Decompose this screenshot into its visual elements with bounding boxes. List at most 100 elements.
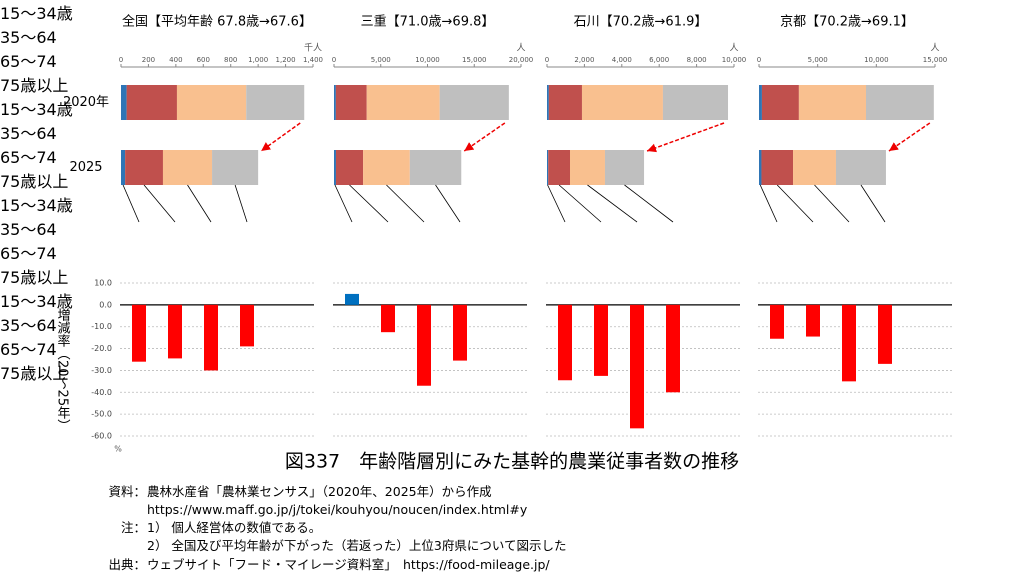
bar-segment <box>793 150 836 185</box>
x-tick-label: 1,400 <box>303 56 323 64</box>
x-tick-label: 0 <box>119 56 123 64</box>
bar-segment <box>570 150 605 185</box>
bar-segment <box>759 150 762 185</box>
x-tick-label: 600 <box>197 56 210 64</box>
series-label: 65～74 <box>0 148 57 167</box>
y-tick-label: -20.0 <box>91 344 112 353</box>
label-leader <box>349 184 389 223</box>
x-tick-label: 0 <box>332 56 336 64</box>
label-leader <box>187 184 212 223</box>
notes-label: 注： <box>120 520 146 535</box>
series-label: 75歳以上 <box>0 76 69 95</box>
y-tick-label: -10.0 <box>91 322 112 331</box>
label-leader <box>334 184 353 223</box>
bar <box>240 304 254 347</box>
x-tick-label: 15,000 <box>923 56 948 64</box>
bar-segment <box>121 85 127 120</box>
unit-label: 人 <box>729 43 738 54</box>
row-label: 2020年 <box>63 95 109 110</box>
series-label: 35～64 <box>0 220 57 239</box>
y-tick-label: -50.0 <box>91 410 112 419</box>
x-tick-label: 4,000 <box>612 56 632 64</box>
x-tick-label: 1,000 <box>248 56 268 64</box>
bar-segment <box>125 150 163 185</box>
source-url: https://www.maff.go.jp/j/tokei/kouhyou/n… <box>147 502 528 517</box>
series-label: 65～74 <box>0 52 57 71</box>
credit-label: 出典： <box>108 557 146 572</box>
bar <box>630 304 644 429</box>
bar <box>417 304 431 386</box>
panel-title: 三重【71.0歳→69.8】 <box>361 14 495 30</box>
y-tick-label: -30.0 <box>91 366 112 375</box>
label-leader <box>143 184 176 223</box>
series-label: 75歳以上 <box>0 268 69 287</box>
y-tick-label: -40.0 <box>91 388 112 397</box>
unit-label: 人 <box>930 43 939 54</box>
panel-title: 石川【70.2歳→61.9】 <box>574 15 708 30</box>
x-tick-label: 0 <box>545 56 549 64</box>
y-tick-label: 10.0 <box>94 279 112 288</box>
x-tick-label: 10,000 <box>864 56 889 64</box>
series-label: 35～64 <box>0 28 57 47</box>
x-tick-label: 400 <box>169 56 182 64</box>
bar <box>878 304 892 364</box>
bar-segment <box>662 85 729 120</box>
x-tick-label: 10,000 <box>722 56 747 64</box>
x-tick-label: 1,200 <box>276 56 296 64</box>
series-label: 15～34歳 <box>0 100 73 119</box>
bar-segment <box>162 150 213 185</box>
bar-segment <box>439 85 509 120</box>
bar-segment <box>761 150 794 185</box>
bar-segment <box>759 85 762 120</box>
bar <box>770 304 784 339</box>
change-arrow <box>888 122 931 152</box>
x-tick-label: 5,000 <box>371 56 391 64</box>
unit-label: 千人 <box>304 43 322 54</box>
bar-segment <box>335 150 364 185</box>
x-tick-label: 2,000 <box>574 56 594 64</box>
change-arrow <box>463 122 506 152</box>
x-tick-label: 200 <box>142 56 155 64</box>
bar-segment <box>366 85 440 120</box>
note: 1） 個人経営体の数値である。 <box>147 520 322 535</box>
bar-segment <box>246 85 305 120</box>
label-leader <box>814 184 850 223</box>
bar-segment <box>548 150 571 185</box>
y-tick-label: -60.0 <box>91 432 112 441</box>
bar-segment <box>121 150 126 185</box>
bar <box>132 304 146 362</box>
bar-segment <box>761 85 799 120</box>
unit-label: 人 <box>516 43 525 54</box>
y-axis-label: 増減率（20～25年） <box>55 308 71 432</box>
bar-segment <box>363 150 410 185</box>
x-tick-label: 10,000 <box>415 56 440 64</box>
panel-title: 全国【平均年齢 67.8歳→67.6】 <box>122 14 312 30</box>
bar-segment <box>866 85 934 120</box>
series-label: 15～34歳 <box>0 4 73 23</box>
row-label: 2025 <box>69 160 102 175</box>
x-tick-label: 8,000 <box>687 56 707 64</box>
panel-title: 京都【70.2歳→69.1】 <box>780 15 914 30</box>
label-leader <box>435 184 461 223</box>
bar <box>842 304 856 382</box>
bar-segment <box>547 150 549 185</box>
label-leader <box>860 184 886 223</box>
x-tick-label: 20,000 <box>509 56 534 64</box>
series-label: 15～34歳 <box>0 292 73 311</box>
bar <box>806 304 820 337</box>
y-tick-label: 0.0 <box>99 300 112 309</box>
source-text: 農林水産省「農林業センサス」（2020年、2025年）から作成 <box>147 484 492 499</box>
bar <box>666 304 680 393</box>
bar <box>345 293 359 305</box>
series-label: 35～64 <box>0 124 57 143</box>
bar-segment <box>798 85 867 120</box>
series-label: 75歳以上 <box>0 172 69 191</box>
bar <box>558 304 572 381</box>
series-label: 65～74 <box>0 340 57 359</box>
unit-label: % <box>114 445 122 454</box>
change-arrow <box>260 122 301 152</box>
label-leader <box>759 184 778 223</box>
bar <box>381 304 395 333</box>
bar-segment <box>335 85 367 120</box>
